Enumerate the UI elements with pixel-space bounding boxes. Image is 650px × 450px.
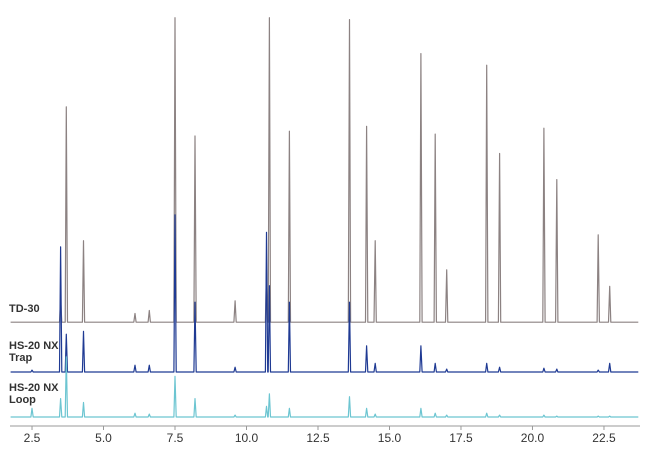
trace-label: HS-20 NX Trap <box>9 340 59 364</box>
x-tick-label: 2.5 <box>24 431 41 445</box>
trace <box>10 356 639 418</box>
x-tick-label: 17.5 <box>449 431 473 445</box>
trace-label: TD-30 <box>9 303 40 315</box>
x-tick-label: 15.0 <box>378 431 402 445</box>
trace <box>10 17 639 323</box>
x-tick-label: 5.0 <box>95 431 112 445</box>
x-tick-label: 22.5 <box>592 431 616 445</box>
x-tick-label: 7.5 <box>167 431 184 445</box>
x-tick-label: 10.0 <box>235 431 259 445</box>
x-tick-label: 20.0 <box>521 431 545 445</box>
trace <box>10 214 639 373</box>
x-tick-label: 12.5 <box>306 431 330 445</box>
trace-label: HS-20 NX Loop <box>9 382 59 406</box>
